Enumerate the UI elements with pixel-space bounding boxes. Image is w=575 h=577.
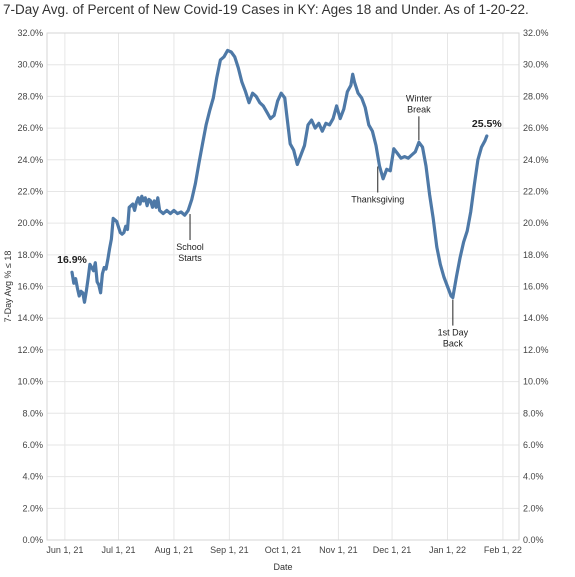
y-tick-label-right: 4.0% [523,472,544,482]
y-tick-label-left: 22.0% [17,186,43,196]
y-tick-label-left: 28.0% [17,91,43,101]
y-tick-label-left: 10.0% [17,377,43,387]
x-tick-label: Dec 1, 21 [373,545,412,555]
chart-title: 7-Day Avg. of Percent of New Covid-19 Ca… [3,2,529,17]
x-tick-label: Nov 1, 21 [319,545,358,555]
annotation-text: Back [443,339,464,349]
y-tick-label-left: 18.0% [17,250,43,260]
x-tick-label: Feb 1, 22 [484,545,522,555]
y-tick-label-left: 4.0% [22,472,43,482]
y-tick-label-left: 6.0% [22,440,43,450]
y-tick-label-right: 24.0% [523,155,549,165]
x-tick-label: Jul 1, 21 [101,545,135,555]
y-tick-label-left: 2.0% [22,503,43,513]
y-tick-label-left: 16.0% [17,282,43,292]
y-tick-label-right: 32.0% [523,28,549,38]
y-tick-label-right: 26.0% [523,123,549,133]
annotation-text: School [176,242,204,252]
x-tick-label: Oct 1, 21 [265,545,302,555]
grid [47,32,519,541]
x-tick-label: Aug 1, 21 [155,545,194,555]
annotation-text: 1st Day [438,328,469,338]
annotation-text: Thanksgiving [351,195,404,205]
annotation-text: Winter [406,93,432,103]
y-tick-label-right: 30.0% [523,60,549,70]
y-tick-label-right: 16.0% [523,282,549,292]
y-tick-label-left: 14.0% [17,313,43,323]
x-axis-title: Date [273,562,292,572]
y-tick-label-left: 20.0% [17,218,43,228]
y-tick-label-right: 2.0% [523,503,544,513]
y-tick-label-left: 0.0% [22,535,43,545]
y-tick-label-left: 8.0% [22,408,43,418]
y-tick-label-left: 32.0% [17,28,43,38]
y-tick-label-right: 14.0% [523,313,549,323]
axes: 0.0% 0.0% 2.0% 2.0% 4.0% 4.0% 6.0% 6.0% 8.0% 8.0%… [3,28,549,572]
series-line-group [70,48,489,304]
y-tick-label-right: 18.0% [523,250,549,260]
y-axis-title: 7-Day Avg % ≤ 18 [3,251,13,323]
annotation-text: Break [407,104,431,114]
y-tick-label-left: 26.0% [17,123,43,133]
y-tick-label-right: 10.0% [523,377,549,387]
y-tick-label-right: 22.0% [523,186,549,196]
annotation-text: Starts [178,253,202,263]
x-tick-label: Jan 1, 22 [429,545,466,555]
plot-frame [46,32,520,541]
x-tick-label: Sep 1, 21 [210,545,249,555]
y-tick-label-left: 24.0% [17,155,43,165]
y-tick-label-right: 28.0% [523,91,549,101]
data-label: 25.5% [472,118,502,130]
y-tick-label-right: 20.0% [523,218,549,228]
y-tick-label-right: 6.0% [523,440,544,450]
x-tick-label: Jun 1, 21 [46,545,83,555]
data-label: 16.9% [57,254,87,266]
series-line [70,48,489,304]
y-tick-label-right: 12.0% [523,345,549,355]
y-tick-label-left: 12.0% [17,345,43,355]
y-tick-label-right: 0.0% [523,535,544,545]
y-tick-label-left: 30.0% [17,60,43,70]
y-tick-label-right: 8.0% [523,408,544,418]
